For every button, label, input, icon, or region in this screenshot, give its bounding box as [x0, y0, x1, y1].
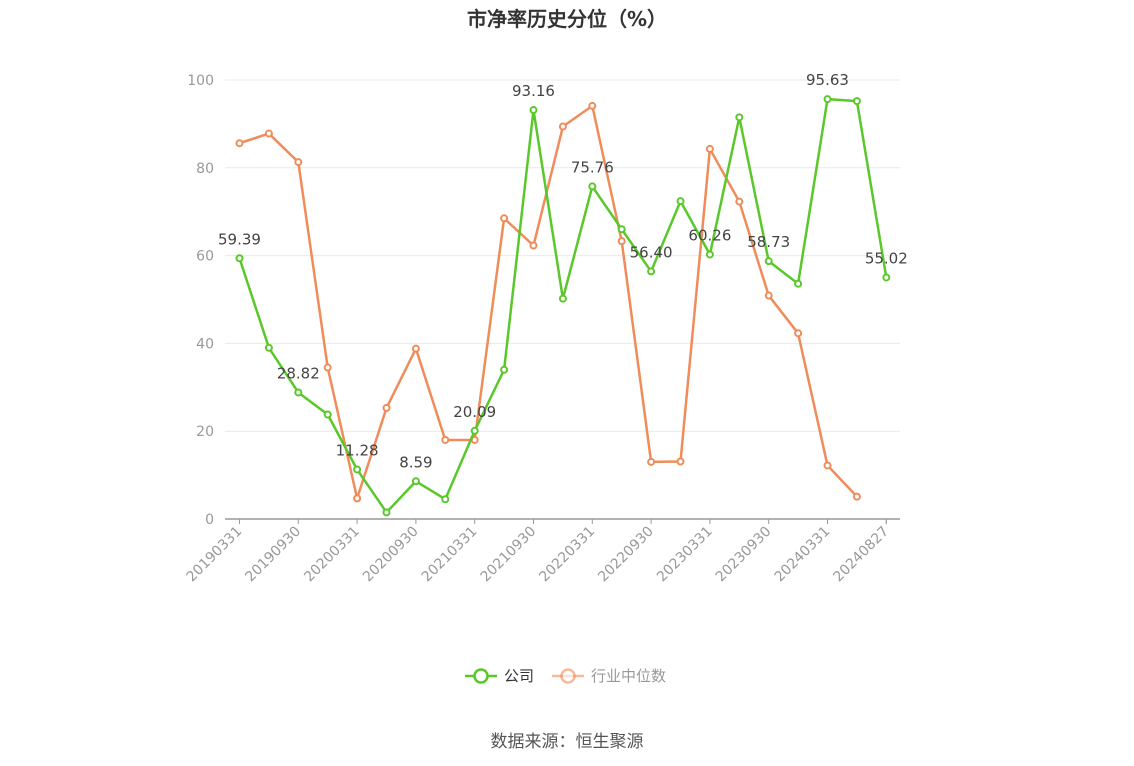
x-tick-label: 20220930 — [595, 524, 657, 586]
legend-company-marker — [473, 668, 489, 684]
x-axis: 2019033120190930202003312020093020210331… — [184, 518, 900, 586]
series-layer — [235, 95, 891, 517]
data-point[interactable] — [529, 106, 538, 115]
data-label: 28.82 — [277, 364, 320, 382]
data-label: 55.02 — [865, 249, 908, 267]
data-point[interactable] — [411, 477, 420, 486]
data-label: 11.28 — [336, 441, 379, 459]
y-tick-label: 60 — [196, 249, 214, 265]
data-label: 58.73 — [747, 233, 790, 251]
data-point[interactable] — [647, 267, 656, 276]
data-point[interactable] — [353, 494, 362, 503]
data-point[interactable] — [764, 257, 773, 266]
x-tick-label: 20200930 — [360, 524, 422, 586]
x-tick-label: 20230331 — [654, 524, 716, 586]
data-point[interactable] — [617, 225, 626, 234]
x-tick-label: 20210930 — [478, 524, 540, 586]
x-tick-label: 20240331 — [772, 524, 834, 586]
data-point[interactable] — [676, 457, 685, 466]
data-point[interactable] — [794, 329, 803, 338]
data-point[interactable] — [500, 214, 509, 223]
legend-item-company[interactable]: 公司 — [465, 667, 534, 685]
data-point[interactable] — [794, 279, 803, 288]
data-point[interactable] — [823, 461, 832, 470]
legend-industry-label: 行业中位数 — [591, 667, 666, 685]
x-tick-label: 20240827 — [830, 524, 892, 586]
chart-title: 市净率历史分位（%） — [467, 7, 667, 31]
data-point[interactable] — [735, 113, 744, 122]
data-point[interactable] — [470, 426, 479, 435]
data-point[interactable] — [764, 291, 773, 300]
data-point[interactable] — [294, 158, 303, 167]
y-tick-label: 40 — [196, 336, 214, 352]
grid — [225, 79, 900, 432]
data-point[interactable] — [588, 182, 597, 191]
data-point[interactable] — [529, 241, 538, 250]
series-line — [239, 104, 858, 500]
data-point[interactable] — [882, 273, 891, 282]
y-axis: 0 20 40 60 80 100 — [187, 73, 214, 528]
data-point[interactable] — [558, 122, 567, 131]
x-tick-label: 20220331 — [536, 524, 598, 586]
data-point[interactable] — [705, 250, 714, 259]
data-label: 93.16 — [512, 82, 555, 100]
legend: 公司 行业中位数 — [465, 667, 666, 685]
data-label: 8.59 — [399, 453, 432, 471]
data-label: 56.40 — [630, 243, 673, 261]
data-point[interactable] — [382, 403, 391, 412]
data-point[interactable] — [264, 343, 273, 352]
data-label: 60.26 — [688, 226, 731, 244]
y-tick-label: 0 — [205, 512, 214, 528]
data-point[interactable] — [588, 101, 597, 110]
data-point[interactable] — [647, 457, 656, 466]
data-point[interactable] — [823, 95, 832, 104]
y-tick-label: 100 — [187, 73, 214, 89]
legend-company-label: 公司 — [504, 667, 534, 685]
data-point[interactable] — [294, 388, 303, 397]
data-point[interactable] — [235, 139, 244, 148]
data-point[interactable] — [441, 435, 450, 444]
data-point[interactable] — [441, 495, 450, 504]
data-point[interactable] — [735, 197, 744, 206]
data-point[interactable] — [852, 492, 861, 501]
x-tick-label: 20230930 — [713, 524, 775, 586]
x-tick-label: 20190930 — [242, 524, 304, 586]
x-tick-label: 20210331 — [419, 524, 481, 586]
data-point[interactable] — [323, 363, 332, 372]
data-point[interactable] — [264, 129, 273, 138]
series-industry — [235, 101, 861, 503]
data-labels: 59.39 28.82 11.28 8.59 20.09 93.16 75.76 56.40 6… — [218, 71, 908, 471]
data-point[interactable] — [235, 254, 244, 263]
data-label: 20.09 — [453, 403, 496, 421]
data-label: 59.39 — [218, 230, 261, 248]
data-source: 数据来源：恒生聚源 — [491, 732, 644, 752]
data-point[interactable] — [411, 344, 420, 353]
y-tick-label: 20 — [196, 424, 214, 440]
legend-industry-marker — [560, 668, 576, 684]
x-tick-label: 20200331 — [301, 524, 363, 586]
y-tick-label: 80 — [196, 161, 214, 177]
data-label: 95.63 — [806, 71, 849, 89]
data-point[interactable] — [676, 197, 685, 206]
data-point[interactable] — [617, 237, 626, 246]
legend-item-industry[interactable]: 行业中位数 — [552, 667, 666, 685]
data-point[interactable] — [500, 365, 509, 374]
data-point[interactable] — [353, 465, 362, 474]
data-point[interactable] — [852, 97, 861, 106]
data-label: 75.76 — [571, 158, 614, 176]
x-tick-label: 20190331 — [184, 524, 246, 586]
data-point[interactable] — [558, 294, 567, 303]
series-company — [235, 95, 891, 517]
data-point[interactable] — [323, 410, 332, 419]
data-point[interactable] — [705, 144, 714, 153]
data-point[interactable] — [382, 508, 391, 517]
